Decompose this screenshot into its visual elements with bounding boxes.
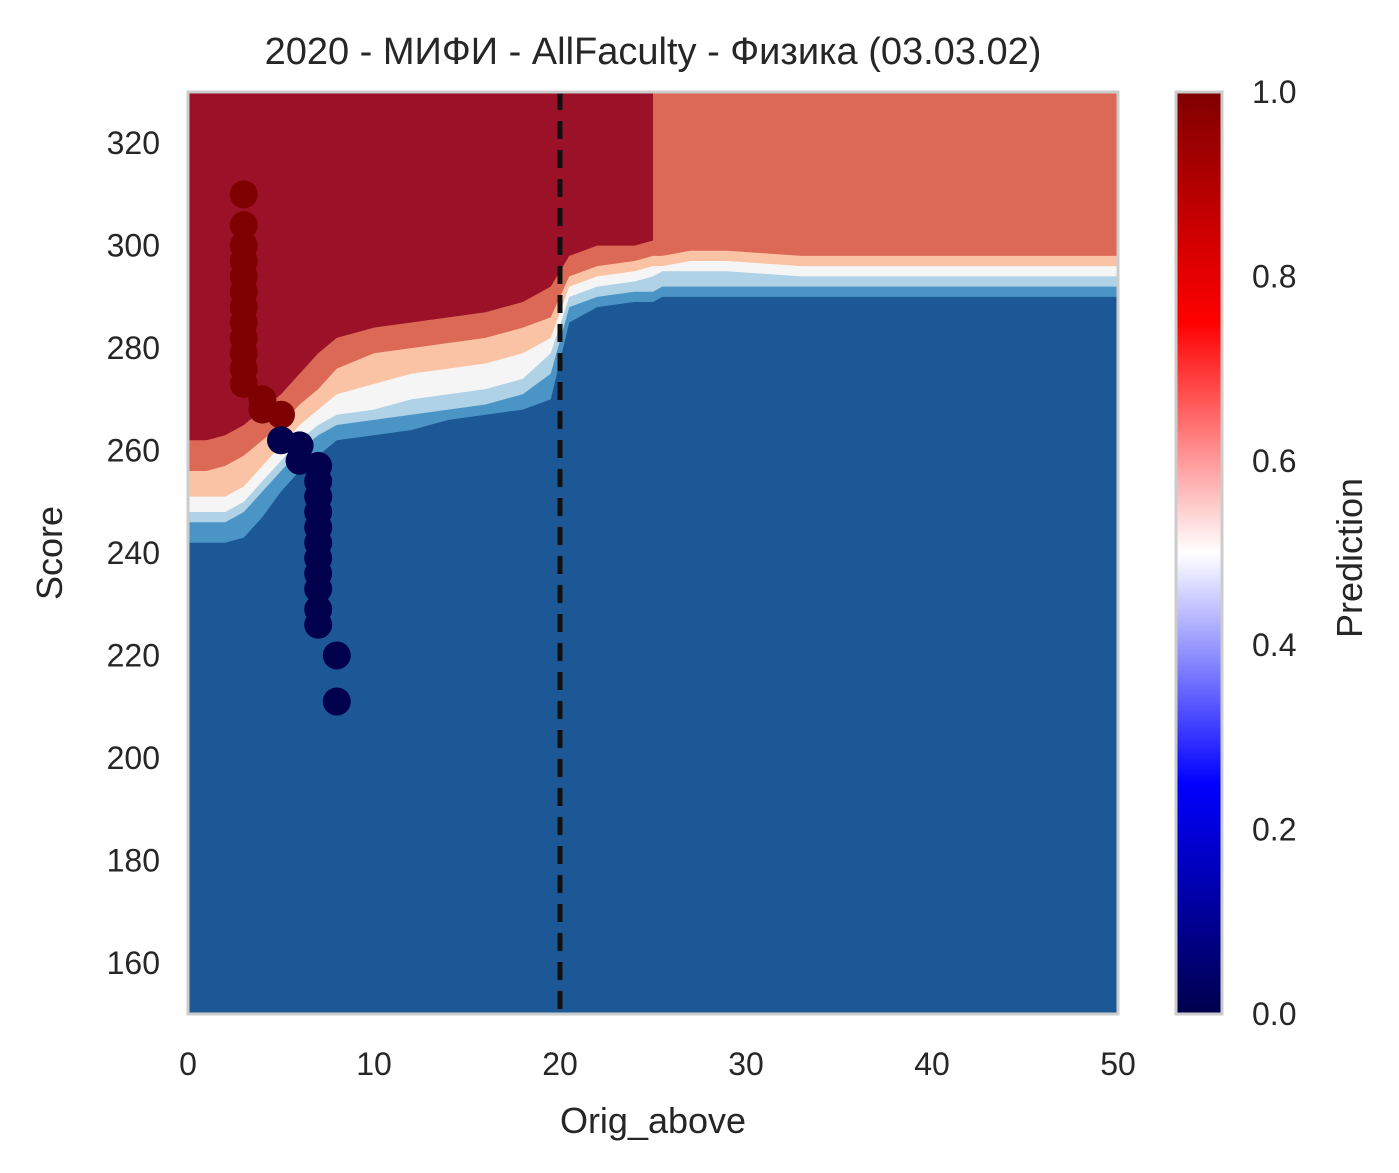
colorbar-tick-label: 0.4 (1252, 627, 1296, 663)
scatter-point-class-1 (267, 400, 295, 429)
plot-frame (186, 90, 1120, 1016)
colorbar-label: Prediction (1329, 478, 1370, 638)
scatter-points (229, 180, 351, 716)
y-axis-label: Score (29, 506, 70, 600)
x-axis-label: Orig_above (560, 1100, 746, 1141)
y-tick-label: 240 (107, 535, 160, 571)
x-tick-label: 50 (1100, 1046, 1136, 1082)
colorbar-tick-label: 0.6 (1252, 443, 1296, 479)
y-axis-ticks: 160 180 200 220 240 260 280 300 320 (107, 125, 160, 981)
scatter-point-class-1 (229, 369, 258, 398)
y-tick-label: 300 (107, 228, 160, 264)
x-tick-label: 30 (728, 1046, 764, 1082)
scatter-point-class-0 (304, 610, 333, 639)
colorbar: 0.0 0.2 0.4 0.6 0.8 1.0 Prediction (1174, 74, 1370, 1032)
y-tick-label: 200 (107, 740, 160, 776)
chart-title: 2020 - МИФИ - AllFaculty - Физика (03.03… (265, 31, 1042, 73)
colorbar-tick-label: 1.0 (1252, 74, 1296, 110)
scatter-point-class-1 (229, 180, 258, 209)
contour-band-0.0-0.1 (188, 296, 1118, 1014)
colorbar-ticks: 0.0 0.2 0.4 0.6 0.8 1.0 (1252, 74, 1296, 1032)
x-tick-label: 20 (542, 1046, 578, 1082)
scatter-point-class-0 (322, 687, 351, 716)
x-tick-label: 0 (179, 1046, 197, 1082)
x-tick-label: 40 (914, 1046, 950, 1082)
y-tick-label: 180 (107, 842, 160, 878)
y-tick-label: 220 (107, 637, 160, 673)
plot-area (186, 90, 1120, 1016)
colorbar-gradient (1174, 90, 1224, 1016)
x-axis-ticks: 0 10 20 30 40 50 (179, 1046, 1136, 1082)
y-tick-label: 260 (107, 433, 160, 469)
x-tick-label: 10 (356, 1046, 392, 1082)
colorbar-tick-label: 0.8 (1252, 258, 1296, 294)
scatter-point-class-1 (229, 211, 258, 240)
y-tick-label: 280 (107, 330, 160, 366)
y-tick-label: 160 (107, 945, 160, 981)
scatter-point-class-0 (304, 574, 333, 603)
colorbar-tick-label: 0.2 (1252, 812, 1296, 848)
contour-fill (188, 92, 1118, 1014)
y-tick-label: 320 (107, 125, 160, 161)
colorbar-tick-label: 0.0 (1252, 996, 1296, 1032)
scatter-point-class-0 (322, 641, 351, 670)
